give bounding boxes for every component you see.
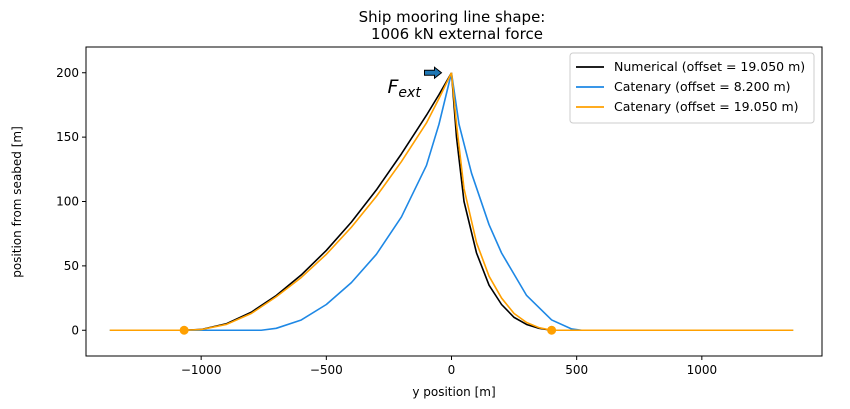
x-axis-label: y position [m] [412, 385, 495, 399]
force-label: Fext [387, 76, 421, 101]
series-marker-point [547, 325, 557, 335]
axis-ticks: −1000 −500 0 500 1000 0 50 100 150 200 [56, 66, 717, 377]
series-line-1 [450, 72, 552, 332]
series-marker-point [179, 325, 189, 335]
force-label-subscript: ext [398, 85, 421, 101]
series-lines [109, 72, 794, 332]
y-tick-label: 100 [56, 195, 79, 209]
chart-title-line2: 1006 kN external force [371, 25, 543, 43]
force-arrow-icon [423, 66, 443, 80]
legend-label: Catenary (offset = 8.200 m) [614, 79, 791, 94]
plot-frame [85, 46, 823, 357]
x-tick-label: −500 [310, 363, 343, 377]
x-tick-label: 500 [565, 363, 588, 377]
y-tick-label: 50 [64, 259, 79, 273]
chart-title-line1: Ship mooring line shape: [359, 8, 546, 26]
series-line-3 [450, 72, 794, 332]
x-tick-label: 1000 [687, 363, 718, 377]
y-axis-label: position from seabed [m] [10, 126, 24, 278]
force-label-main: F [387, 76, 399, 98]
legend-label: Numerical (offset = 19.050 m) [614, 59, 805, 74]
series-markers [179, 325, 557, 335]
force-annotation: Fext [387, 66, 443, 101]
legend: Numerical (offset = 19.050 m) Catenary (o… [569, 52, 815, 124]
legend-label: Catenary (offset = 19.050 m) [614, 99, 799, 114]
x-tick-label: −1000 [181, 363, 222, 377]
x-tick-label: 0 [448, 363, 456, 377]
series-line-2 [109, 72, 453, 332]
y-tick-label: 150 [56, 130, 79, 144]
y-tick-label: 0 [71, 323, 79, 337]
series-line-1 [184, 72, 453, 332]
y-tick-label: 200 [56, 66, 79, 80]
legend-box [569, 52, 815, 124]
series-line-3 [109, 72, 453, 332]
